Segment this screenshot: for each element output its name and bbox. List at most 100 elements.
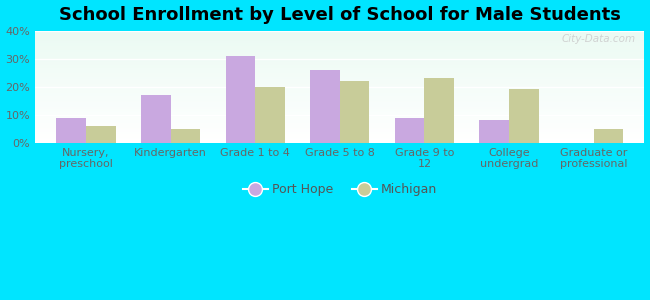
Bar — [35, 124, 644, 125]
Bar — [340, 81, 369, 143]
Bar — [170, 129, 200, 143]
Bar — [86, 126, 116, 143]
Bar — [35, 120, 644, 122]
Bar — [35, 137, 644, 138]
Bar — [35, 60, 644, 61]
Legend: Port Hope, Michigan: Port Hope, Michigan — [238, 178, 442, 202]
Bar — [35, 36, 644, 38]
Title: School Enrollment by Level of School for Male Students: School Enrollment by Level of School for… — [59, 6, 621, 24]
Bar — [35, 119, 644, 120]
Bar — [35, 55, 644, 56]
Bar — [35, 42, 644, 43]
Bar — [35, 71, 644, 72]
Bar — [35, 108, 644, 109]
Bar — [35, 91, 644, 92]
Bar — [35, 73, 644, 74]
Bar — [226, 56, 255, 143]
Bar — [35, 46, 644, 47]
Bar — [35, 84, 644, 86]
Bar — [35, 31, 644, 32]
Bar — [35, 118, 644, 119]
Bar — [35, 70, 644, 71]
Bar — [35, 134, 644, 135]
Bar — [310, 70, 340, 143]
Bar — [35, 41, 644, 42]
Bar — [35, 68, 644, 69]
Bar — [35, 135, 644, 136]
Bar — [35, 109, 644, 110]
Bar — [35, 47, 644, 49]
Bar — [35, 131, 644, 133]
Text: City-Data.com: City-Data.com — [561, 34, 635, 44]
Bar — [35, 142, 644, 143]
Bar — [35, 100, 644, 101]
Bar — [35, 83, 644, 84]
Bar — [593, 129, 623, 143]
Bar — [35, 33, 644, 34]
Bar — [35, 67, 644, 68]
Bar — [509, 89, 539, 143]
Bar — [35, 98, 644, 99]
Bar — [35, 69, 644, 70]
Bar — [35, 112, 644, 114]
Bar — [35, 103, 644, 105]
Bar — [35, 43, 644, 44]
Bar — [35, 90, 644, 91]
Bar — [35, 96, 644, 97]
Bar — [35, 107, 644, 108]
Bar — [480, 120, 509, 143]
Bar — [35, 94, 644, 96]
Bar — [35, 126, 644, 127]
Bar — [35, 81, 644, 82]
Bar — [35, 87, 644, 88]
Bar — [35, 110, 644, 111]
Bar — [35, 80, 644, 81]
Bar — [424, 78, 454, 143]
Bar — [35, 45, 644, 46]
Bar — [35, 99, 644, 100]
Bar — [35, 115, 644, 116]
Bar — [35, 63, 644, 64]
Bar — [35, 61, 644, 62]
Bar — [395, 118, 424, 143]
Bar — [141, 95, 170, 143]
Bar — [35, 52, 644, 53]
Bar — [35, 133, 644, 134]
Bar — [35, 53, 644, 54]
Bar — [35, 79, 644, 80]
Bar — [35, 105, 644, 106]
Bar — [35, 74, 644, 76]
Bar — [35, 40, 644, 41]
Bar — [35, 32, 644, 33]
Bar — [35, 54, 644, 55]
Bar — [35, 93, 644, 94]
Bar — [35, 127, 644, 128]
Bar — [35, 101, 644, 102]
Bar — [35, 51, 644, 52]
Bar — [35, 130, 644, 131]
Bar — [35, 58, 644, 59]
Bar — [35, 136, 644, 137]
Bar — [35, 78, 644, 79]
Bar — [35, 116, 644, 117]
Bar — [35, 76, 644, 78]
Bar — [35, 35, 644, 36]
Bar — [35, 59, 644, 60]
Bar — [35, 72, 644, 73]
Bar — [57, 118, 86, 143]
Bar — [35, 82, 644, 83]
Bar — [35, 129, 644, 130]
Bar — [35, 34, 644, 35]
Bar — [35, 92, 644, 93]
Bar — [35, 111, 644, 112]
Bar — [35, 138, 644, 140]
Bar — [35, 38, 644, 40]
Bar — [35, 97, 644, 98]
Bar — [35, 106, 644, 107]
Bar — [35, 62, 644, 63]
Bar — [35, 117, 644, 118]
Bar — [35, 102, 644, 104]
Bar — [35, 114, 644, 115]
Bar — [35, 44, 644, 45]
Bar — [35, 122, 644, 124]
